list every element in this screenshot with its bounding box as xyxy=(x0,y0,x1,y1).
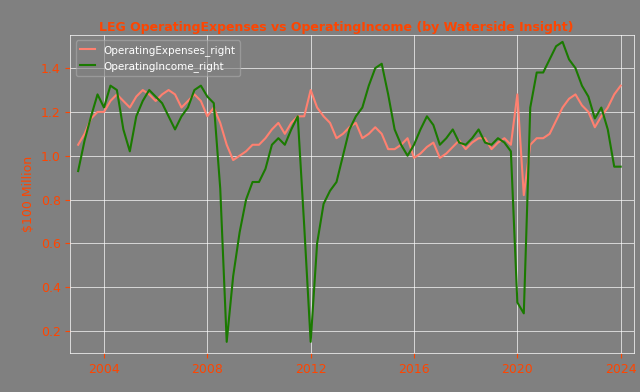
Legend: OperatingExpenses_right, OperatingIncome_right: OperatingExpenses_right, OperatingIncome… xyxy=(76,40,240,76)
OperatingExpenses_right xyxy=(617,83,625,88)
OperatingExpenses_right xyxy=(262,136,269,141)
OperatingIncome_right xyxy=(223,339,230,344)
Line: OperatingIncome_right: OperatingIncome_right xyxy=(78,42,621,342)
OperatingIncome_right xyxy=(598,105,605,110)
OperatingExpenses_right xyxy=(520,193,527,198)
OperatingIncome_right xyxy=(242,197,250,202)
Text: LEG OperatingExpenses vs OperatingIncome (by Waterside Insight): LEG OperatingExpenses vs OperatingIncome… xyxy=(99,21,573,34)
OperatingIncome_right xyxy=(74,169,82,173)
OperatingExpenses_right xyxy=(242,149,250,154)
OperatingIncome_right xyxy=(268,142,276,147)
OperatingIncome_right xyxy=(559,40,566,44)
OperatingExpenses_right xyxy=(346,125,353,130)
Y-axis label: $100 Million: $100 Million xyxy=(22,156,35,232)
OperatingIncome_right xyxy=(164,114,172,119)
OperatingIncome_right xyxy=(352,114,360,119)
OperatingIncome_right xyxy=(617,164,625,169)
OperatingIncome_right xyxy=(249,180,257,184)
OperatingExpenses_right xyxy=(74,142,82,147)
OperatingExpenses_right xyxy=(591,125,598,130)
OperatingExpenses_right xyxy=(236,153,243,158)
Line: OperatingExpenses_right: OperatingExpenses_right xyxy=(78,85,621,195)
OperatingExpenses_right xyxy=(164,88,172,93)
